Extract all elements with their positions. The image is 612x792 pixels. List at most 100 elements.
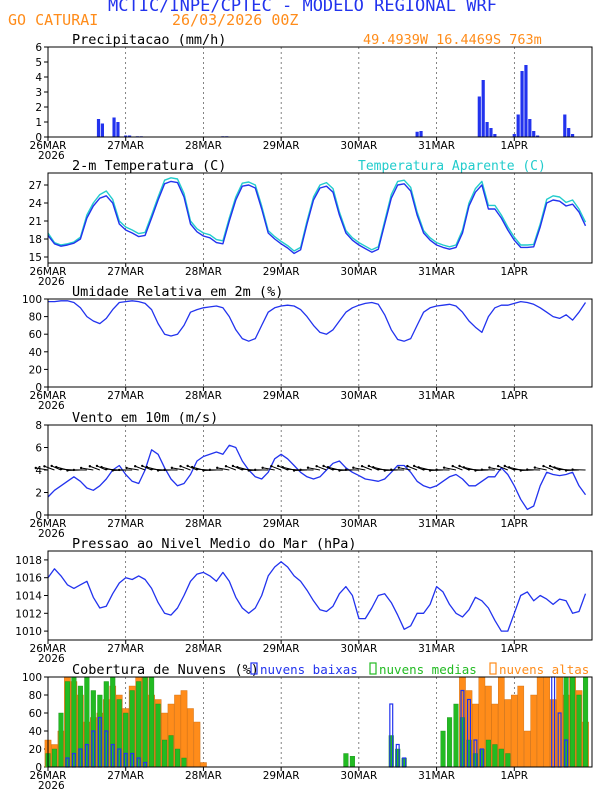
x-tick-label: 30MAR bbox=[340, 266, 377, 278]
chart-title: MCTIC/INPE/CPTEC - MODELO REGIONAL WRF bbox=[108, 0, 497, 16]
mid-cloud-bar bbox=[485, 739, 491, 768]
x-tick-label: 1APR bbox=[501, 643, 529, 655]
mid-cloud-bar bbox=[136, 681, 142, 768]
y-tick-label: 60 bbox=[29, 708, 42, 720]
x-tick-label: 26MAR bbox=[30, 770, 67, 782]
y-tick-label: 100 bbox=[22, 294, 42, 306]
wind-arrow-head bbox=[105, 467, 108, 471]
x-tick-label: 30MAR bbox=[340, 518, 377, 530]
precip-bar bbox=[96, 119, 101, 137]
x-tick-label: 29MAR bbox=[263, 266, 300, 278]
high-cloud-bar bbox=[193, 721, 201, 768]
wind-arrow-head bbox=[397, 466, 400, 469]
wind-arrow-head bbox=[360, 464, 364, 468]
panel-title: Umidade Relativa em 2m (%) bbox=[72, 284, 283, 300]
wind-arrow-head bbox=[34, 466, 37, 470]
wind-arrow-head bbox=[480, 468, 484, 471]
panel-3: 0 20 40 60 80 100 26MAR 27MAR 28MAR 29MAR 30MAR 31M… bbox=[22, 284, 593, 412]
wind-arrow-head bbox=[372, 466, 375, 469]
wind-arrow-head bbox=[270, 464, 273, 468]
y-tick-label: 24 bbox=[29, 198, 43, 210]
wind-arrow bbox=[262, 467, 275, 471]
legend-apparent-temp: Temperatura Aparente (C) bbox=[358, 159, 546, 174]
legend-label: nuvens baixas bbox=[260, 662, 358, 677]
plot-frame bbox=[47, 172, 593, 264]
x-tick-label: 29MAR bbox=[263, 390, 300, 402]
high-cloud-bar bbox=[530, 694, 538, 768]
legend-label: nuvens medias bbox=[379, 662, 477, 677]
high-cloud-bar bbox=[200, 762, 207, 768]
x-tick-label: 29MAR bbox=[263, 140, 300, 152]
high-cloud-bar bbox=[523, 730, 531, 768]
wind-arrow-head bbox=[170, 466, 174, 470]
wind-arrow-head bbox=[548, 464, 552, 468]
high-cloud-bar bbox=[543, 676, 551, 768]
temperature-line bbox=[47, 180, 587, 255]
wind-line bbox=[47, 444, 587, 511]
location-label: GO CATURAI bbox=[8, 11, 99, 29]
y-tick-label: 2 bbox=[35, 488, 42, 500]
mid-cloud-bar bbox=[58, 712, 64, 768]
y-tick-label: 80 bbox=[29, 312, 42, 324]
mid-cloud-bar bbox=[498, 748, 504, 768]
wind-arrow-head bbox=[145, 465, 149, 469]
wind-arrow-head bbox=[474, 469, 477, 472]
wind-arrow bbox=[361, 465, 373, 471]
wind-arrow-head bbox=[79, 466, 83, 470]
mid-cloud-bar bbox=[492, 744, 498, 768]
x-tick-label: 28MAR bbox=[185, 266, 222, 278]
precip-bar bbox=[532, 131, 536, 137]
wind-arrow-head bbox=[542, 464, 545, 468]
wind-arrow-head bbox=[553, 466, 556, 469]
high-cloud-bar bbox=[536, 676, 544, 768]
precip-bar bbox=[481, 80, 485, 137]
wind-arrow-head bbox=[133, 465, 137, 468]
precip-bar bbox=[570, 134, 575, 137]
wind-arrow-head bbox=[286, 468, 289, 471]
mid-cloud-bar bbox=[142, 676, 148, 768]
wind-arrow-head bbox=[412, 464, 416, 468]
wind-arrow bbox=[35, 467, 49, 471]
x-tick-label: 27MAR bbox=[107, 140, 144, 152]
wind-arrow-head bbox=[111, 469, 114, 472]
precip-bar bbox=[512, 134, 516, 137]
y-tick-label: 5 bbox=[35, 57, 42, 69]
precip-bar bbox=[516, 114, 520, 137]
wind-arrow-head bbox=[216, 466, 219, 470]
wind-arrow-head bbox=[195, 468, 199, 471]
mid-cloud-bar bbox=[64, 681, 70, 768]
wind-arrow-head bbox=[326, 466, 330, 469]
wind-arrow bbox=[89, 465, 101, 471]
x-tick-label: 30MAR bbox=[340, 390, 377, 402]
wind-arrow-head bbox=[451, 464, 454, 468]
wind-arrow-head bbox=[467, 468, 471, 471]
x-tick-label: 27MAR bbox=[107, 266, 144, 278]
wind-arrow-head bbox=[72, 468, 76, 472]
panel-6: 0 20 40 60 80 100 26MAR 27MAR 28MAR 29MAR 30MAR 31M… bbox=[22, 662, 593, 792]
x-tick-label: 31MAR bbox=[418, 643, 455, 655]
wind-arrow-head bbox=[163, 468, 166, 472]
precip-bar bbox=[485, 122, 489, 137]
mid-cloud-bar bbox=[168, 735, 174, 768]
year-label: 2026 bbox=[38, 400, 65, 412]
wind-arrow-head bbox=[513, 468, 516, 471]
x-tick-label: 31MAR bbox=[418, 770, 455, 782]
mid-cloud-bar bbox=[583, 676, 589, 768]
y-tick-label: 1018 bbox=[15, 555, 42, 567]
legend-label: nuvens altas bbox=[499, 662, 589, 677]
precip-bar bbox=[128, 135, 132, 137]
x-tick-label: 30MAR bbox=[340, 770, 377, 782]
y-tick-label: 4 bbox=[35, 465, 42, 477]
wind-arrow-head bbox=[525, 468, 529, 471]
precip-bar bbox=[524, 65, 528, 137]
wind-arrow-head bbox=[88, 465, 92, 468]
wind-arrow-head bbox=[389, 468, 393, 471]
x-tick-label: 29MAR bbox=[263, 518, 300, 530]
legend-marker bbox=[250, 662, 258, 675]
high-cloud-bar bbox=[517, 685, 525, 768]
run-date-label: 26/03/2026 00Z bbox=[172, 11, 299, 29]
panel-title: Vento em 10m (m/s) bbox=[72, 410, 218, 426]
wind-arrow bbox=[398, 467, 411, 471]
wind-arrow-head bbox=[367, 464, 371, 468]
wind-arrow bbox=[44, 465, 55, 471]
